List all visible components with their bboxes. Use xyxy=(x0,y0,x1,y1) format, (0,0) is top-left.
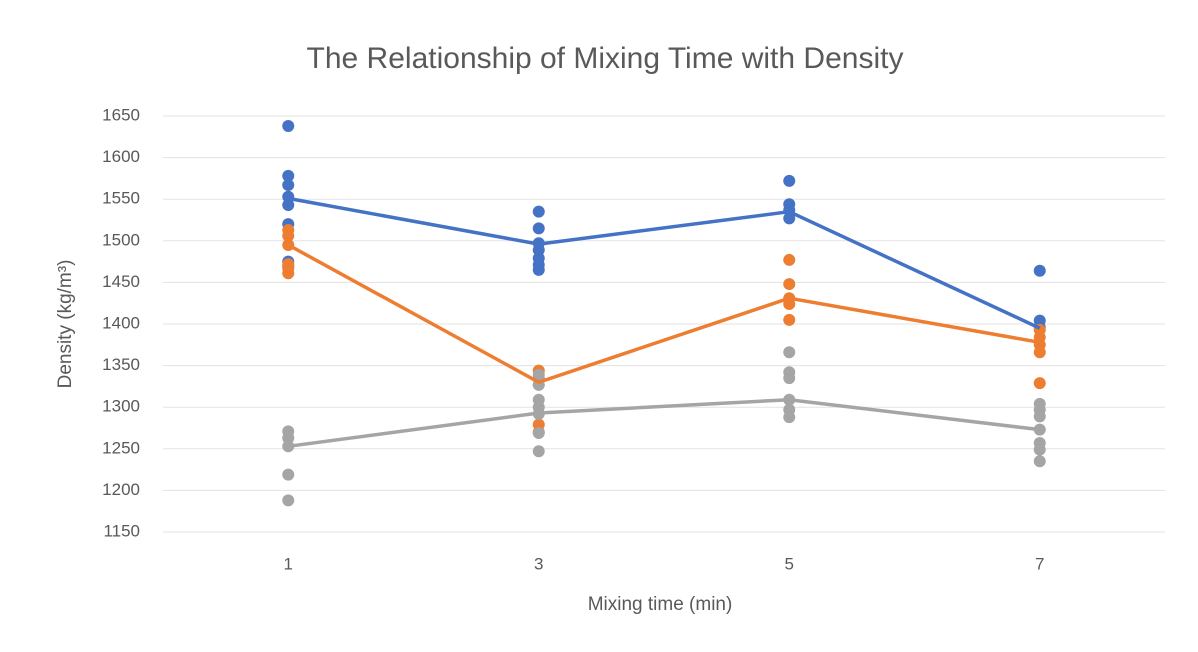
data-point xyxy=(532,222,545,235)
y-tick-label: 1150 xyxy=(103,521,140,540)
x-tick-label: 7 xyxy=(1035,554,1044,573)
y-tick-label: 1400 xyxy=(102,313,140,332)
mean-line xyxy=(287,196,1041,330)
data-point xyxy=(783,212,796,225)
data-point xyxy=(282,169,295,182)
data-point xyxy=(1033,377,1046,390)
data-point xyxy=(282,431,295,444)
chart-title: The Relationship of Mixing Time with Den… xyxy=(307,42,904,75)
data-point xyxy=(282,494,295,507)
y-tick-label: 1650 xyxy=(102,105,140,124)
y-tick-label: 1350 xyxy=(102,355,140,374)
mean-line xyxy=(287,243,1041,384)
x-tick-label: 1 xyxy=(284,554,293,573)
data-point xyxy=(1033,264,1046,277)
data-point xyxy=(532,426,545,439)
data-point xyxy=(532,263,545,276)
data-point xyxy=(282,119,295,132)
data-point xyxy=(282,267,295,280)
data-point xyxy=(282,229,295,242)
y-tick-label: 1450 xyxy=(102,272,140,291)
y-tick-label: 1600 xyxy=(102,147,140,166)
data-point xyxy=(532,205,545,218)
x-tick-label: 5 xyxy=(785,554,794,573)
data-point xyxy=(783,346,796,359)
data-point xyxy=(532,243,545,256)
x-tick-label: 3 xyxy=(534,554,543,573)
data-point xyxy=(1033,410,1046,423)
data-point xyxy=(532,445,545,458)
y-tick-label: 1500 xyxy=(102,230,140,249)
data-point xyxy=(783,372,796,385)
y-tick-label: 1200 xyxy=(102,480,140,499)
data-point xyxy=(783,278,796,291)
y-tick-label: 1300 xyxy=(102,397,140,416)
data-point xyxy=(1033,455,1046,468)
data-point xyxy=(1033,443,1046,456)
y-axis-title: Density (kg/m³) xyxy=(55,260,76,389)
data-point xyxy=(783,313,796,326)
data-point xyxy=(282,199,295,212)
data-point xyxy=(783,253,796,266)
y-tick-label: 1250 xyxy=(102,438,140,457)
data-point xyxy=(783,411,796,424)
data-point xyxy=(1033,346,1046,359)
y-tick-label: 1550 xyxy=(102,189,140,208)
x-axis-title: Mixing time (min) xyxy=(588,594,733,615)
mean-line xyxy=(288,397,1040,449)
data-point xyxy=(783,174,796,187)
data-point xyxy=(282,468,295,481)
data-point xyxy=(532,368,545,381)
data-point xyxy=(282,179,295,192)
